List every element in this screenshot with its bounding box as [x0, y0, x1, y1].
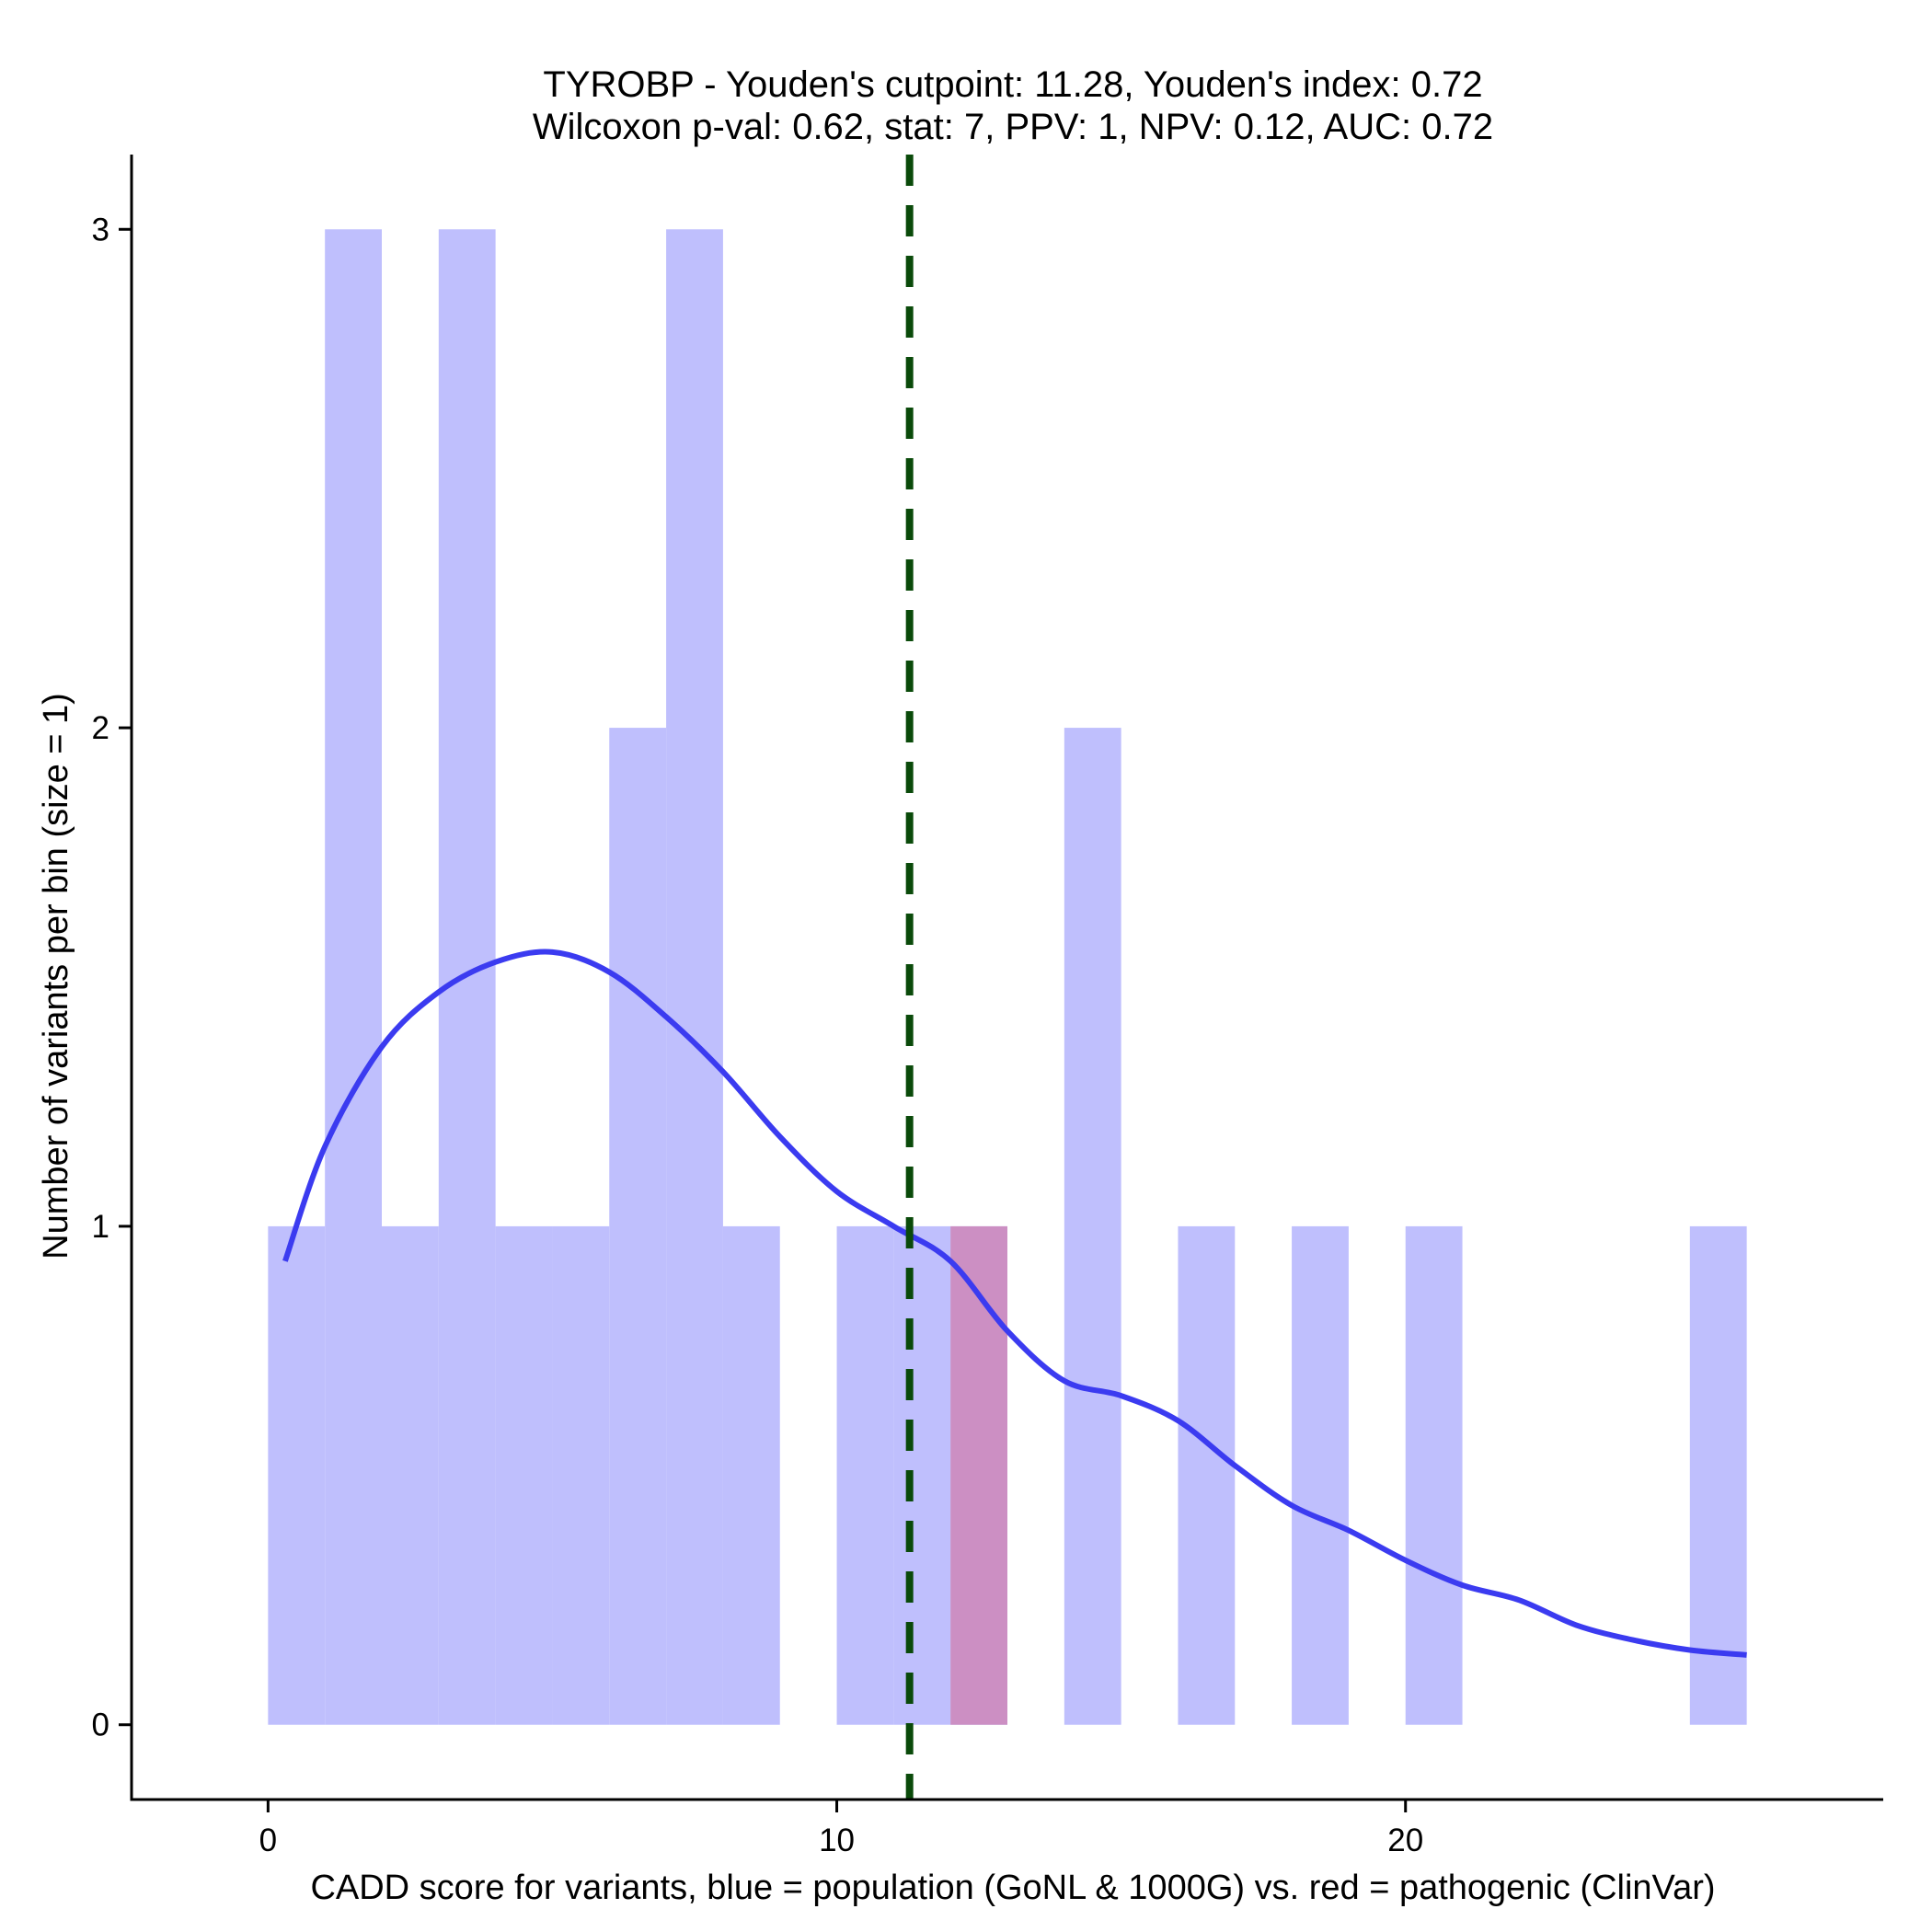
population-bar-15 [1405, 1225, 1463, 1725]
population-bar-0 [268, 1225, 326, 1725]
population-bar-2 [382, 1225, 439, 1725]
x-tick-label-1: 10 [819, 1823, 855, 1858]
y-tick-label-1: 1 [92, 1209, 109, 1245]
chart-title-line-1: TYROBP - Youden's cutpoint: 11.28, Youde… [543, 64, 1482, 105]
x-tick-label-2: 20 [1387, 1823, 1423, 1858]
population-bar-7 [666, 229, 723, 1725]
x-axis-label: CADD score for variants, blue = populati… [310, 1869, 1715, 1907]
population-bar-4 [495, 1225, 553, 1725]
population-bar-12 [1064, 728, 1121, 1725]
population-bar-8 [722, 1225, 780, 1725]
density-curve [282, 949, 1747, 1658]
y-tick-label-0: 0 [92, 1708, 109, 1743]
population-bar-14 [1292, 1225, 1349, 1725]
x-axis-ticks: 0 10 20 [259, 1800, 1423, 1858]
chart-title-line-2: Wilcoxon p-val: 0.62, stat: 7, PPV: 1, N… [533, 107, 1493, 147]
population-bar-16 [1689, 1225, 1747, 1725]
population-bar-10 [893, 1225, 951, 1725]
pathogenic-bar-0 [950, 1225, 1007, 1725]
population-bars [268, 229, 1747, 1725]
y-tick-label-3: 3 [92, 212, 109, 247]
y-axis-ticks: 0 1 2 3 [92, 212, 132, 1743]
population-bar-1 [325, 229, 382, 1725]
population-bar-6 [609, 728, 667, 1725]
pathogenic-bars [950, 1225, 1007, 1725]
x-tick-label-0: 0 [259, 1823, 277, 1858]
population-bar-13 [1178, 1225, 1236, 1725]
population-bar-5 [552, 1225, 610, 1725]
population-bar-9 [836, 1225, 894, 1725]
y-axis-label: Number of variants per bin (size = 1) [37, 693, 75, 1259]
y-tick-label-2: 2 [92, 710, 109, 746]
